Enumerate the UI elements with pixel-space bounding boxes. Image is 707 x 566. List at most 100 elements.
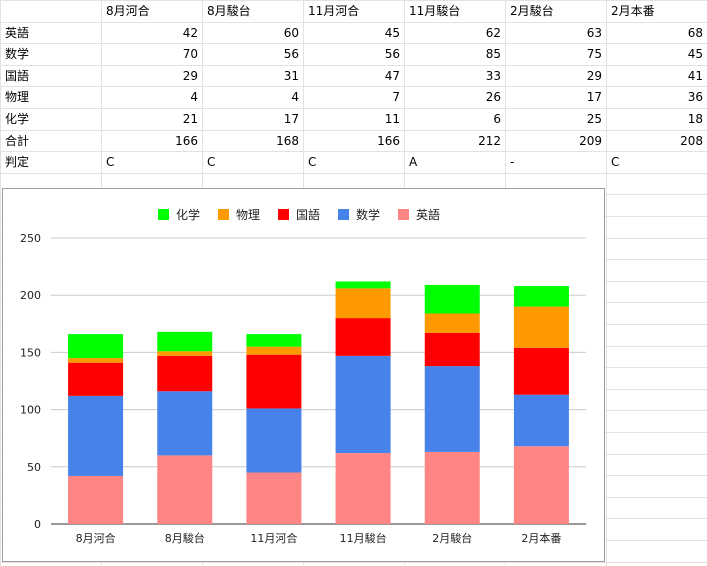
legend-entry: 化学 — [176, 207, 200, 222]
bar-segment — [424, 284, 480, 314]
sheet-cell[interactable]: 8月駿台 — [207, 4, 251, 18]
sheet-cell[interactable]: C — [106, 155, 115, 169]
sheet-cell[interactable]: 18 — [687, 112, 703, 126]
sheet-cell[interactable]: 208 — [680, 134, 703, 148]
x-tick-label: 8月駿台 — [165, 531, 205, 545]
sheet-cell[interactable]: 75 — [586, 47, 602, 61]
sheet-cell[interactable]: 31 — [283, 69, 299, 83]
sheet-cell[interactable]: 8月河合 — [106, 4, 150, 18]
grid-row-line — [0, 173, 707, 174]
sheet-cell[interactable]: 36 — [687, 90, 703, 104]
bar-segment — [513, 446, 569, 524]
bar-segment — [157, 355, 213, 392]
sheet-cell[interactable]: A — [409, 155, 418, 169]
bar-segment — [246, 408, 302, 473]
legend-swatch — [218, 209, 229, 220]
sheet-cell[interactable]: 26 — [485, 90, 501, 104]
sheet-cell[interactable]: 56 — [283, 47, 299, 61]
grid-row-line — [0, 86, 707, 87]
grid-row-line — [0, 562, 707, 563]
sheet-cell[interactable]: 7 — [392, 90, 400, 104]
bar-segment — [68, 358, 124, 363]
sheet-cell[interactable]: 166 — [175, 134, 198, 148]
bar-segment — [424, 366, 480, 452]
sheet-cell[interactable]: 数学 — [5, 47, 30, 61]
sheet-cell[interactable]: 62 — [485, 26, 501, 40]
sheet-cell[interactable]: 6 — [493, 112, 501, 126]
bar-segment — [424, 313, 480, 333]
sheet-cell[interactable]: 英語 — [5, 26, 30, 40]
bar-segment — [335, 288, 391, 319]
bar-segment — [335, 318, 391, 356]
sheet-cell[interactable]: 4 — [190, 90, 198, 104]
x-tick-label: 11月河合 — [250, 531, 297, 545]
stacked-bar-chart[interactable]: 0 50 100 150 200 250 8月河合 8月駿台 11月河合 11月駿台 2月駿台 2月本… — [2, 188, 605, 562]
sheet-cell[interactable]: 判定 — [5, 155, 30, 169]
y-tick-label: 200 — [20, 289, 41, 302]
sheet-cell[interactable]: 17 — [586, 90, 602, 104]
sheet-cell[interactable]: 11月河合 — [308, 4, 360, 18]
sheet-cell[interactable]: 166 — [377, 134, 400, 148]
bar-segment — [68, 334, 124, 359]
sheet-cell[interactable]: 合計 — [5, 134, 30, 148]
bar-segment — [157, 331, 213, 352]
bar-segment — [335, 281, 391, 289]
bar-segment — [513, 306, 569, 348]
sheet-cell[interactable]: 45 — [687, 47, 703, 61]
sheet-cell[interactable]: 29 — [586, 69, 602, 83]
legend-swatch — [158, 209, 169, 220]
sheet-cell[interactable]: - — [510, 155, 515, 169]
sheet-cell[interactable]: 11月駿台 — [409, 4, 461, 18]
x-tick-label: 11月駿台 — [340, 531, 387, 545]
sheet-cell[interactable]: 41 — [687, 69, 703, 83]
sheet-cell[interactable]: 68 — [687, 26, 703, 40]
sheet-cell[interactable]: 47 — [384, 69, 400, 83]
sheet-cell[interactable]: 11 — [384, 112, 400, 126]
sheet-cell[interactable]: C — [308, 155, 317, 169]
bar-segment — [157, 391, 213, 456]
sheet-cell[interactable]: 2月本番 — [611, 4, 655, 18]
sheet-cell[interactable]: 60 — [283, 26, 299, 40]
sheet-cell[interactable]: 63 — [586, 26, 602, 40]
bar-segment — [424, 451, 480, 524]
sheet-cell[interactable]: 25 — [586, 112, 602, 126]
sheet-cell[interactable]: C — [207, 155, 216, 169]
grid-col-line — [0, 0, 1, 566]
grid-row-line — [0, 151, 707, 152]
grid-row-line — [0, 43, 707, 44]
sheet-cell[interactable]: 42 — [182, 26, 198, 40]
bar-segment — [335, 355, 391, 454]
sheet-cell[interactable]: 212 — [478, 134, 501, 148]
bar-segment — [513, 286, 569, 307]
sheet-cell[interactable]: 33 — [485, 69, 501, 83]
sheet-cell[interactable]: 化学 — [5, 112, 30, 126]
grid-col-line — [606, 0, 607, 566]
bar-segment — [68, 362, 124, 396]
sheet-cell[interactable]: 85 — [485, 47, 501, 61]
sheet-cell[interactable]: 4 — [291, 90, 299, 104]
sheet-cell[interactable]: 国語 — [5, 69, 30, 83]
sheet-cell[interactable]: 45 — [384, 26, 400, 40]
bar-segment — [157, 455, 213, 524]
grid-row-line — [0, 0, 707, 1]
sheet-cell[interactable]: C — [611, 155, 620, 169]
sheet-cell[interactable]: 168 — [276, 134, 299, 148]
bar-segment — [335, 453, 391, 524]
chart-canvas: 0 50 100 150 200 250 8月河合 8月駿台 11月河合 11月駿台 2月駿台 2月本… — [20, 207, 586, 545]
sheet-cell[interactable]: 17 — [283, 112, 299, 126]
bar-segment — [513, 394, 569, 447]
sheet-cell[interactable]: 56 — [384, 47, 400, 61]
legend-entry: 物理 — [236, 208, 260, 222]
sheet-cell[interactable]: 物理 — [5, 90, 30, 104]
sheet-cell[interactable]: 2月駿台 — [510, 4, 554, 18]
bar-segment — [513, 347, 569, 395]
sheet-cell[interactable]: 70 — [182, 47, 198, 61]
bar-segment — [246, 354, 302, 409]
sheet-cell[interactable]: 29 — [182, 69, 198, 83]
sheet-cell[interactable]: 209 — [579, 134, 602, 148]
legend-entry: 数学 — [356, 207, 380, 222]
grid-row-line — [0, 22, 707, 23]
sheet-cell[interactable]: 21 — [182, 112, 198, 126]
sheet-cell[interactable] — [1, 1, 101, 21]
legend-swatch — [338, 209, 349, 220]
